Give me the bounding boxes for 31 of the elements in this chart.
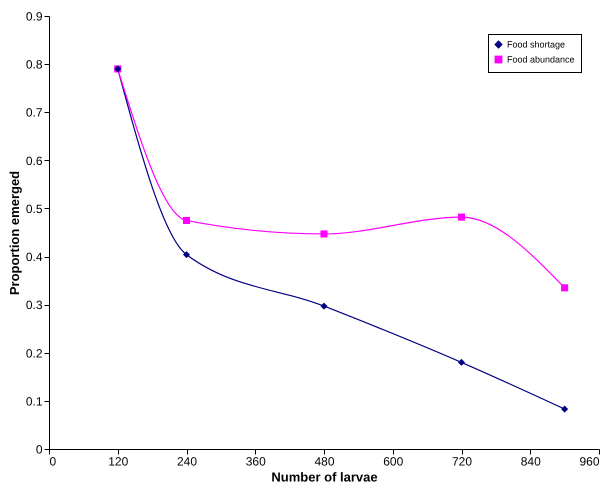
x-tick-label: 120 [108, 454, 129, 468]
y-tick-label: 0.8 [26, 58, 43, 72]
y-tick-label: 0.7 [26, 106, 43, 120]
y-tick-label: 0 [36, 442, 43, 456]
x-tick-label: 600 [383, 454, 404, 468]
point [182, 216, 190, 224]
y-tick-label: 0.5 [26, 202, 43, 216]
x-tick-label: 480 [314, 454, 335, 468]
y-tick-label: 0.1 [26, 394, 43, 408]
x-axis-title: Number of larvae [271, 470, 378, 484]
point [458, 358, 466, 366]
x-tick-label: 720 [452, 454, 472, 468]
y-axis-title: Proportion emerged [6, 170, 22, 296]
point [320, 302, 328, 310]
legend-label: Food abundance [507, 54, 575, 64]
x-tick-label: 240 [176, 454, 198, 468]
y-tick-label: 0.4 [26, 250, 43, 264]
x-tick-label: 960 [579, 454, 600, 468]
y-tick-label: 0.9 [26, 10, 43, 24]
y-tick-label: 0.2 [26, 346, 43, 360]
point [458, 214, 466, 221]
y-tick-label: 0.3 [26, 298, 43, 312]
x-tick-label: 0 [50, 454, 56, 468]
point [561, 406, 568, 413]
point [561, 284, 568, 292]
point [182, 251, 190, 258]
point [320, 230, 328, 238]
x-tick-label: 360 [246, 454, 266, 468]
legend-label: Food shortage [507, 40, 566, 50]
x-tick-label: 840 [520, 454, 542, 468]
y-tick-label: 0.6 [26, 154, 43, 168]
